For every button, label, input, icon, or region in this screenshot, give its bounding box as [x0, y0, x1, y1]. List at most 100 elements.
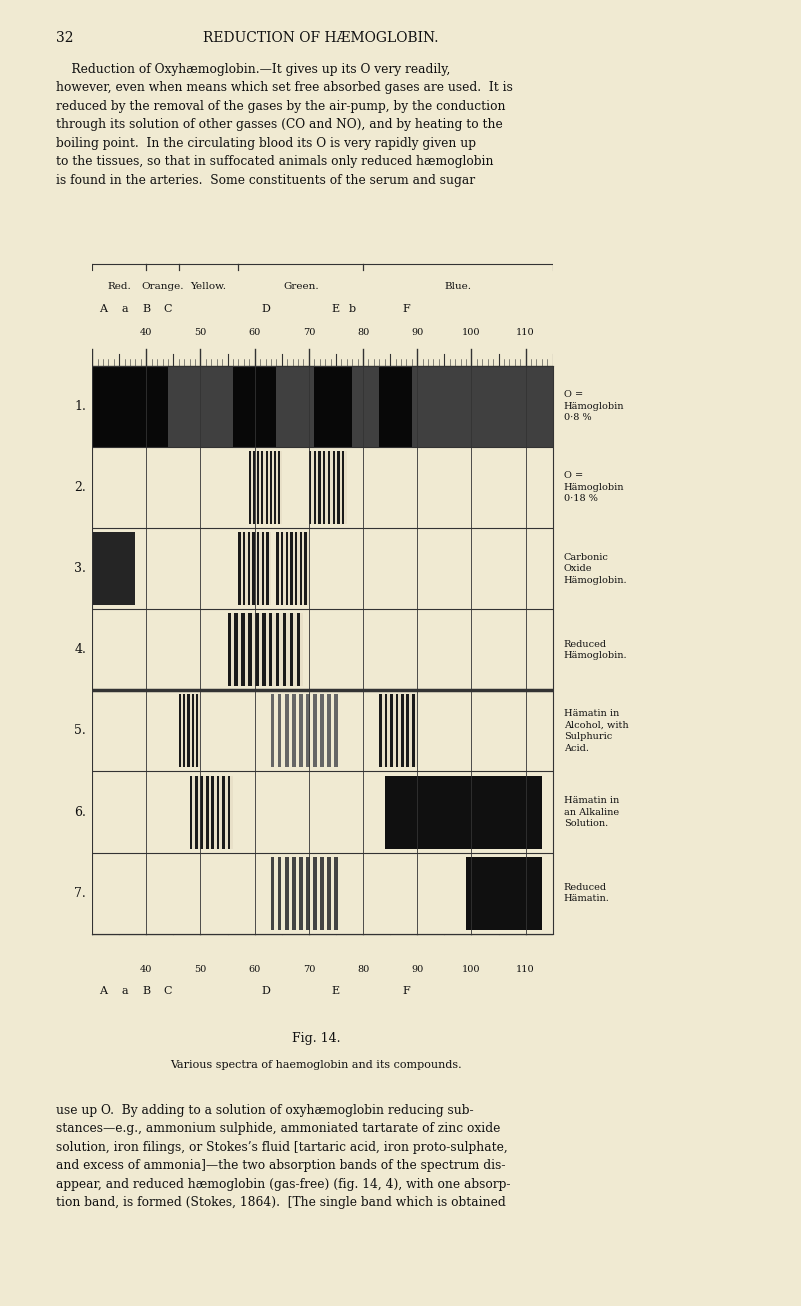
- Bar: [290, 532, 292, 605]
- Bar: [352, 366, 380, 447]
- Bar: [328, 451, 330, 524]
- Bar: [332, 451, 335, 524]
- Bar: [211, 776, 214, 849]
- Bar: [384, 695, 388, 768]
- Text: C: C: [163, 304, 172, 315]
- Bar: [300, 532, 302, 605]
- Text: Reduced
Hämatin.: Reduced Hämatin.: [564, 883, 610, 904]
- Bar: [183, 695, 185, 768]
- Bar: [320, 695, 324, 768]
- Bar: [299, 857, 303, 930]
- Bar: [248, 532, 250, 605]
- Text: F: F: [403, 986, 410, 996]
- Text: O =
Hämoglobin
0·8 %: O = Hämoglobin 0·8 %: [564, 390, 624, 422]
- Bar: [227, 776, 231, 849]
- Text: 90: 90: [411, 328, 424, 337]
- Bar: [92, 532, 135, 605]
- Bar: [276, 532, 309, 605]
- Bar: [278, 695, 281, 768]
- Bar: [292, 695, 296, 768]
- Bar: [92, 366, 168, 447]
- Bar: [384, 776, 541, 849]
- Bar: [195, 776, 198, 849]
- Bar: [323, 451, 325, 524]
- Bar: [304, 532, 307, 605]
- Bar: [222, 776, 225, 849]
- Bar: [318, 451, 320, 524]
- Bar: [227, 614, 304, 686]
- Bar: [309, 451, 347, 524]
- Text: 6.: 6.: [74, 806, 87, 819]
- Bar: [274, 451, 276, 524]
- Bar: [278, 857, 281, 930]
- Text: Reduced
Hämoglobin.: Reduced Hämoglobin.: [564, 640, 627, 660]
- Bar: [92, 772, 553, 853]
- Bar: [290, 614, 293, 686]
- Text: 110: 110: [517, 328, 535, 337]
- Bar: [380, 695, 382, 768]
- Bar: [342, 451, 344, 524]
- Bar: [249, 451, 252, 524]
- Bar: [257, 451, 260, 524]
- Text: Red.: Red.: [107, 282, 131, 291]
- Bar: [92, 691, 553, 772]
- Bar: [283, 614, 286, 686]
- Text: Carbonic
Oxide
Hämoglobin.: Carbonic Oxide Hämoglobin.: [564, 552, 627, 585]
- Bar: [92, 447, 553, 528]
- Text: 1.: 1.: [74, 400, 87, 413]
- Bar: [92, 366, 553, 447]
- Bar: [248, 614, 252, 686]
- Bar: [276, 366, 314, 447]
- Bar: [276, 614, 280, 686]
- Text: Various spectra of haemoglobin and its compounds.: Various spectra of haemoglobin and its c…: [171, 1060, 462, 1071]
- Bar: [271, 857, 275, 930]
- Text: Orange.: Orange.: [141, 282, 183, 291]
- Bar: [278, 451, 280, 524]
- Bar: [271, 695, 341, 768]
- Bar: [262, 614, 265, 686]
- Bar: [313, 857, 316, 930]
- Bar: [380, 695, 417, 768]
- Bar: [412, 695, 415, 768]
- Bar: [286, 532, 288, 605]
- Text: Fig. 14.: Fig. 14.: [292, 1032, 340, 1045]
- Bar: [314, 451, 316, 524]
- Bar: [252, 532, 255, 605]
- Bar: [227, 614, 231, 686]
- Text: 32: 32: [56, 31, 74, 46]
- Bar: [466, 857, 541, 930]
- Bar: [266, 532, 268, 605]
- Bar: [217, 776, 219, 849]
- Text: 90: 90: [411, 965, 424, 973]
- Text: REDUCTION OF HÆMOGLOBIN.: REDUCTION OF HÆMOGLOBIN.: [203, 31, 438, 46]
- Bar: [92, 853, 553, 934]
- Bar: [396, 695, 398, 768]
- Text: A: A: [99, 304, 107, 315]
- Bar: [190, 776, 233, 849]
- Bar: [270, 451, 272, 524]
- Bar: [271, 695, 275, 768]
- Text: 4.: 4.: [74, 644, 87, 656]
- Bar: [190, 776, 192, 849]
- Text: Yellow.: Yellow.: [191, 282, 227, 291]
- Bar: [285, 857, 288, 930]
- Bar: [281, 532, 284, 605]
- Text: 50: 50: [195, 328, 207, 337]
- Text: 3.: 3.: [74, 562, 87, 575]
- Text: a: a: [121, 304, 128, 315]
- Bar: [334, 857, 338, 930]
- Text: 80: 80: [357, 328, 369, 337]
- Bar: [239, 532, 271, 605]
- Text: 2.: 2.: [74, 481, 87, 494]
- Bar: [256, 614, 259, 686]
- Bar: [243, 532, 245, 605]
- Bar: [313, 695, 316, 768]
- Text: 5.: 5.: [74, 725, 87, 738]
- Bar: [92, 366, 553, 447]
- Text: a: a: [121, 986, 128, 996]
- Bar: [235, 614, 238, 686]
- Bar: [269, 614, 272, 686]
- Bar: [196, 695, 199, 768]
- Bar: [306, 857, 310, 930]
- Bar: [262, 532, 264, 605]
